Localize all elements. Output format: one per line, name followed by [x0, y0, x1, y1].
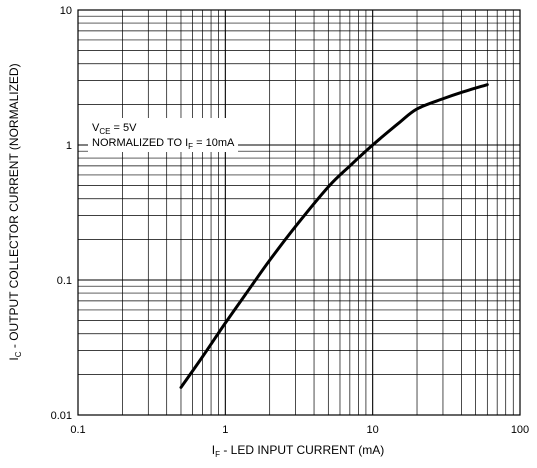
- y-axis-ticks: 10 1 0.1 0.01: [51, 5, 72, 422]
- y-axis-title: IC - OUTPUT COLLECTOR CURRENT (NORMALIZE…: [7, 63, 23, 360]
- x-axis-ticks: 0.1 1 10 100: [70, 424, 529, 436]
- grid: [78, 10, 520, 415]
- y-tick-label: 10: [60, 5, 72, 17]
- x-tick-label: 0.1: [70, 424, 85, 436]
- annotation-normalized: NORMALIZED TO IF = 10mA: [92, 137, 235, 151]
- annotation-vce: VCE = 5V: [92, 122, 137, 136]
- plot-frame: [77, 9, 521, 416]
- y-tick-label: 0.1: [57, 275, 72, 287]
- x-tick-label: 1: [222, 424, 228, 436]
- series-line: [179, 83, 489, 389]
- x-tick-label: 10: [367, 424, 379, 436]
- x-axis-title: IF - LED INPUT CURRENT (mA): [212, 443, 384, 459]
- y-tick-label: 1: [66, 140, 72, 152]
- y-tick-label: 0.01: [51, 410, 72, 422]
- annotation-box: [88, 118, 238, 152]
- x-tick-label: 100: [511, 424, 529, 436]
